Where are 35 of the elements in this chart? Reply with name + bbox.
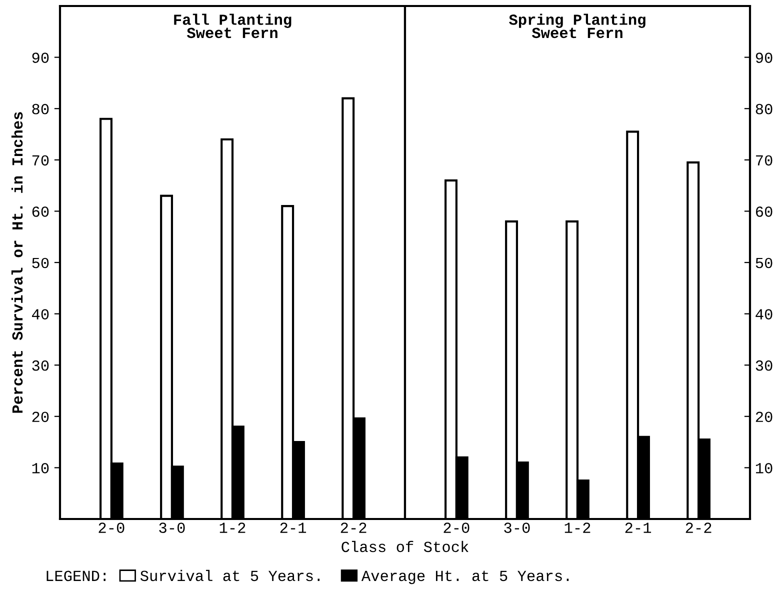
x-tick-label: 1-2 [564, 522, 590, 533]
x-tick-label: 2-0 [444, 522, 470, 533]
y-tick-label: 30 [756, 360, 772, 371]
x-tick-label: 2-1 [280, 522, 306, 533]
x-tick-label: 3-0 [504, 522, 530, 533]
y-tick-label: 60 [756, 206, 772, 217]
y-tick-label: 10 [756, 463, 772, 474]
y-tick-label: 90 [32, 52, 49, 63]
text: Spring Planting Sweet Fern [509, 14, 646, 38]
legend-label: Average Ht. at 5 Years. [361, 570, 569, 584]
x-tick-label: 3-0 [159, 522, 185, 533]
x-tick-label: 2-2 [340, 522, 366, 533]
y-tick-label: 60 [32, 206, 49, 217]
legend-label: Survival at 5 Years. [140, 570, 320, 582]
y-tick-label: 90 [756, 52, 772, 63]
y-tick-label: 50 [32, 258, 49, 268]
y-tick-label: 70 [32, 155, 49, 166]
y-tick-label: 80 [32, 104, 49, 114]
y-tick-label: 40 [32, 309, 49, 320]
y-axis-title: Percent Survival or Ht. in Inches [11, 112, 23, 413]
y-tick-label: 50 [756, 258, 772, 268]
legend-title: LEGEND: [46, 570, 106, 582]
y-tick-label: 20 [756, 412, 772, 422]
y-tick-label: 40 [756, 309, 772, 320]
x-tick-label: 2-1 [625, 522, 652, 533]
y-tick-label: 30 [32, 360, 49, 371]
y-tick-label: 80 [756, 104, 772, 114]
text: Fall Planting Sweet Fern [174, 14, 292, 38]
y-tick-label: 70 [756, 155, 772, 166]
y-tick-label: 20 [32, 412, 49, 422]
x-axis-title: Class of Stock [342, 540, 468, 552]
x-tick-label: 2-0 [98, 522, 124, 533]
y-tick-label: 10 [32, 463, 49, 474]
x-tick-label: 2-2 [686, 522, 712, 533]
x-tick-label: 1-2 [220, 522, 246, 533]
